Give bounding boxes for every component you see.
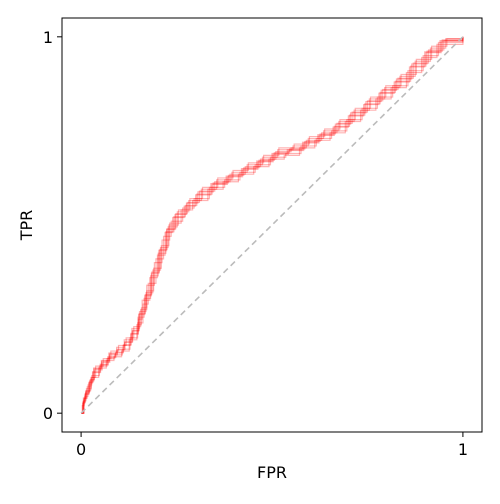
y-axis-label: TPR bbox=[17, 210, 36, 242]
roc-curve-1 bbox=[81, 36, 464, 414]
roc-curves bbox=[81, 36, 464, 414]
x-tick-label-1: 1 bbox=[458, 440, 468, 459]
y-tick-label-1: 1 bbox=[43, 28, 53, 47]
roc-curve-3 bbox=[81, 36, 464, 414]
axis-ticks: 0 1 0 1 bbox=[43, 28, 468, 459]
roc-curve-2 bbox=[81, 36, 464, 414]
roc-curve-5 bbox=[81, 36, 464, 414]
x-tick-label-0: 0 bbox=[76, 440, 86, 459]
y-tick-label-0: 0 bbox=[43, 404, 53, 423]
roc-curve-4 bbox=[81, 36, 464, 414]
roc-curve-8 bbox=[81, 36, 464, 414]
roc-curve-7 bbox=[81, 36, 464, 414]
plot-frame bbox=[61, 17, 483, 433]
roc-curve-6 bbox=[81, 36, 464, 414]
x-axis-label: FPR bbox=[257, 463, 287, 482]
